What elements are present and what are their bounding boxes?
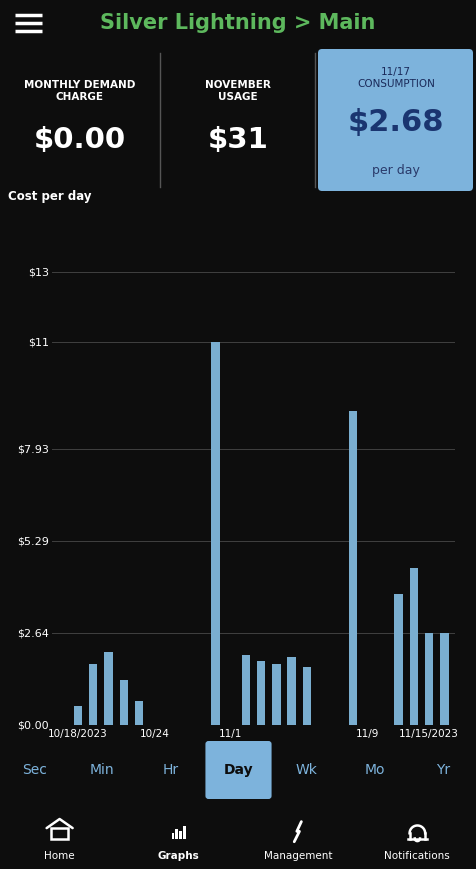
Bar <box>394 594 402 725</box>
Bar <box>74 706 82 725</box>
Text: Yr: Yr <box>435 763 449 777</box>
Text: Notifications: Notifications <box>384 851 449 861</box>
Bar <box>302 667 310 725</box>
Text: Mo: Mo <box>364 763 384 777</box>
Text: Management: Management <box>263 851 332 861</box>
Bar <box>257 660 265 725</box>
Bar <box>183 826 186 839</box>
Bar <box>348 411 356 725</box>
Text: per day: per day <box>371 164 419 177</box>
Bar <box>211 342 219 725</box>
Bar <box>175 829 178 839</box>
Bar <box>135 700 143 725</box>
Text: 11/17
CONSUMPTION: 11/17 CONSUMPTION <box>357 67 434 89</box>
Text: Home: Home <box>44 851 75 861</box>
FancyBboxPatch shape <box>317 49 472 191</box>
Text: Wk: Wk <box>295 763 317 777</box>
Bar <box>89 664 97 725</box>
Text: Silver Lightning > Main: Silver Lightning > Main <box>100 13 375 33</box>
Text: Min: Min <box>89 763 114 777</box>
Bar <box>119 680 128 725</box>
Bar <box>272 664 280 725</box>
Text: Graphs: Graphs <box>158 851 199 861</box>
Text: Sec: Sec <box>21 763 47 777</box>
Bar <box>241 655 249 725</box>
Text: $31: $31 <box>207 126 268 154</box>
Bar <box>439 633 447 725</box>
Bar <box>104 652 112 725</box>
Bar <box>179 831 182 839</box>
Bar <box>409 568 417 725</box>
FancyBboxPatch shape <box>205 741 271 799</box>
Bar <box>424 633 432 725</box>
Text: MONTHLY DEMAND
CHARGE: MONTHLY DEMAND CHARGE <box>24 80 135 102</box>
Text: NOVEMBER
USAGE: NOVEMBER USAGE <box>205 80 270 102</box>
Bar <box>287 657 295 725</box>
Text: Hr: Hr <box>162 763 178 777</box>
Text: Day: Day <box>223 763 253 777</box>
Bar <box>171 833 174 839</box>
Text: Cost per day: Cost per day <box>8 189 91 202</box>
Text: $2.68: $2.68 <box>347 109 443 137</box>
Text: $0.00: $0.00 <box>34 126 126 154</box>
